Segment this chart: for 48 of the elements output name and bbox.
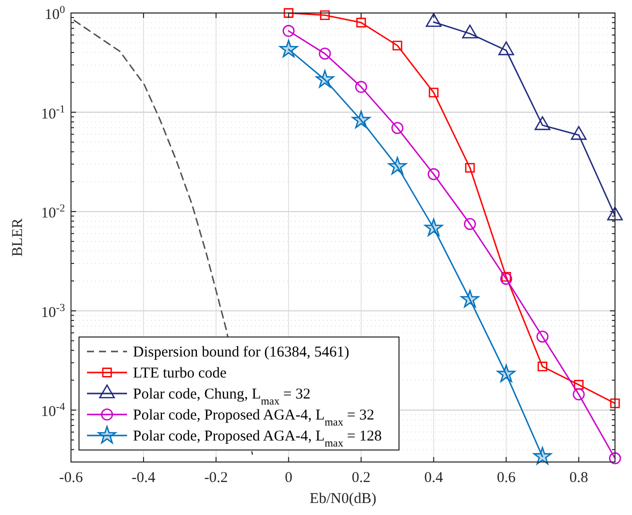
legend-label: Dispersion bound for (16384, 5461) xyxy=(133,344,350,360)
point xyxy=(460,290,480,308)
point xyxy=(356,18,366,28)
point xyxy=(391,122,404,134)
x-tick-label: 0.4 xyxy=(424,470,444,486)
point xyxy=(574,380,584,390)
y-tick-label: 10$^{-3}$ xyxy=(41,302,65,321)
x-tick-label: 0.6 xyxy=(496,470,516,486)
point xyxy=(352,110,370,128)
point xyxy=(465,162,475,173)
x-tick-label: 0.8 xyxy=(569,470,588,486)
point xyxy=(316,70,334,88)
y-axis-title: BLER xyxy=(10,218,26,257)
point xyxy=(538,362,548,372)
point xyxy=(392,40,402,50)
y-tick-label: 10$^{-2}$ xyxy=(41,202,65,222)
point xyxy=(318,48,331,60)
point xyxy=(279,40,298,58)
y-tick-label: 10$^{-4}$ xyxy=(41,401,66,420)
point xyxy=(320,10,330,20)
point xyxy=(497,364,516,382)
point xyxy=(609,452,621,464)
point xyxy=(424,218,443,236)
y-tick-label: 10$^{-1}$ xyxy=(41,103,65,122)
x-tick-label: 0.2 xyxy=(352,470,371,486)
point xyxy=(500,272,512,285)
legend-label: Polar code, Proposed AGA-4, L$_{max}$ = 32 xyxy=(133,408,374,428)
x-tick-label: -0.2 xyxy=(204,470,228,486)
x-axis-title: Eb/N0(dB) xyxy=(310,491,376,507)
point xyxy=(388,156,407,174)
point xyxy=(501,272,512,282)
point xyxy=(355,80,368,93)
x-tick-label: -0.4 xyxy=(132,470,156,486)
x-tick-label: -0.6 xyxy=(59,470,84,486)
legend-label: Polar code, Proposed AGA-4, L$_{max}$ = 128 xyxy=(133,428,382,450)
point xyxy=(536,330,548,343)
point xyxy=(284,8,294,18)
legend-label: Polar code, Chung, L$_{max}$ = 32 xyxy=(133,386,310,408)
legend-label: LTE turbo code xyxy=(133,366,227,382)
point xyxy=(464,218,476,230)
x-tick-label: 0 xyxy=(284,470,292,486)
point xyxy=(282,24,295,37)
point xyxy=(533,447,552,464)
point xyxy=(572,388,585,400)
point xyxy=(428,168,440,180)
point xyxy=(610,398,620,408)
point xyxy=(428,88,438,98)
y-tick-label: 10$^{0}$ xyxy=(44,4,65,23)
